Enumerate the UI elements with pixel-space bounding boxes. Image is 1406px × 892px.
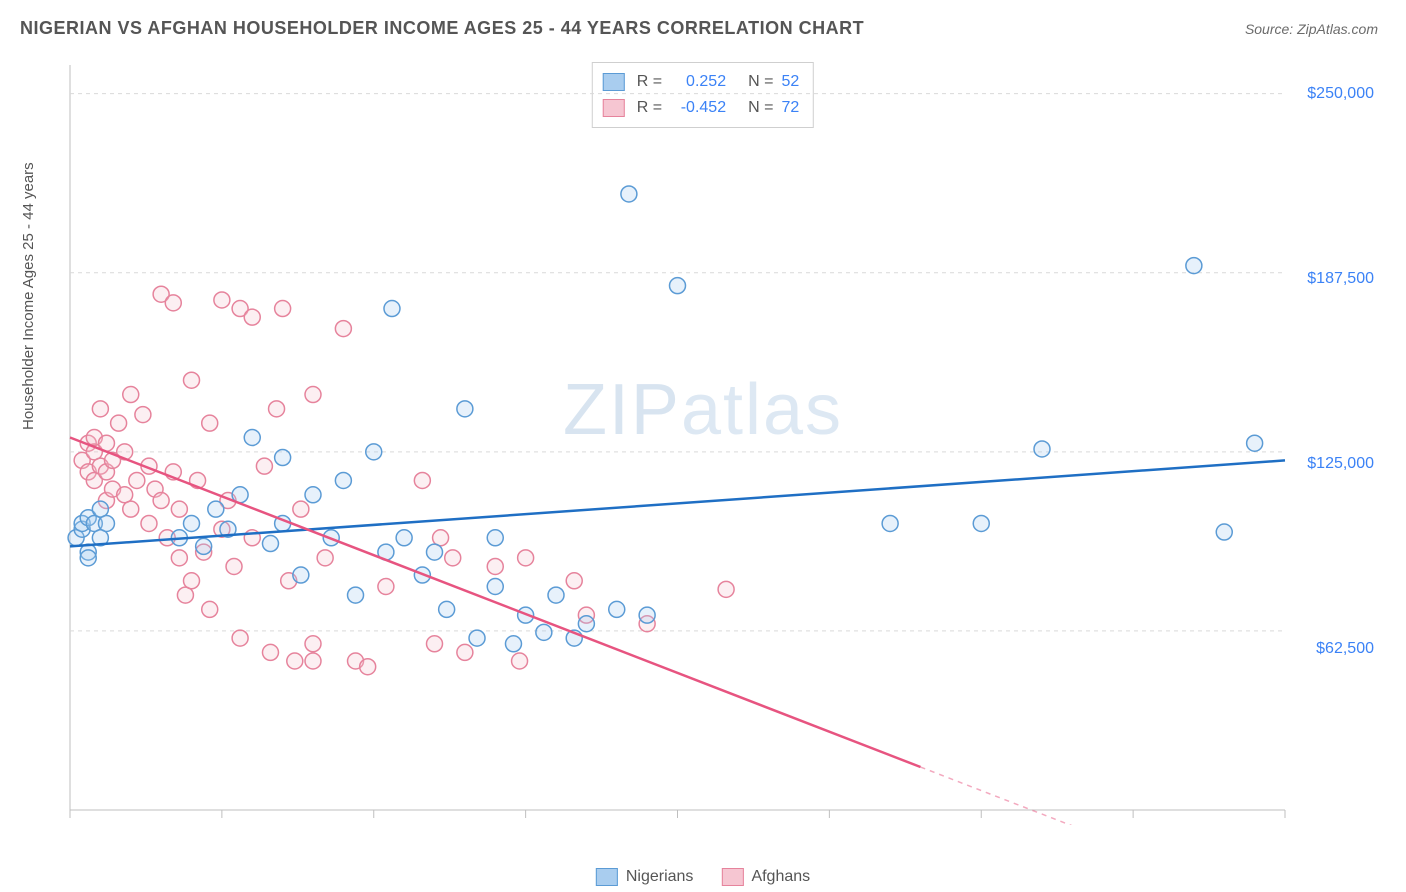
legend-label-nigerians: Nigerians: [626, 868, 694, 886]
scatter-chart: [60, 55, 1380, 825]
ytick-187k: $187,500: [1307, 270, 1374, 288]
legend-swatch-nigerians-icon: [596, 868, 618, 886]
series-legend: Nigerians Afghans: [596, 868, 810, 886]
legend-label-afghans: Afghans: [751, 868, 810, 886]
ytick-62k: $62,500: [1316, 640, 1374, 658]
chart-title: NIGERIAN VS AFGHAN HOUSEHOLDER INCOME AG…: [20, 18, 864, 39]
legend-swatch-afghans-icon: [721, 868, 743, 886]
plot-area: [60, 55, 1380, 825]
ytick-125k: $125,000: [1307, 455, 1374, 473]
ytick-250k: $250,000: [1307, 85, 1374, 103]
y-axis-label: Householder Income Ages 25 - 44 years: [20, 162, 37, 430]
source-credit: Source: ZipAtlas.com: [1245, 21, 1378, 37]
